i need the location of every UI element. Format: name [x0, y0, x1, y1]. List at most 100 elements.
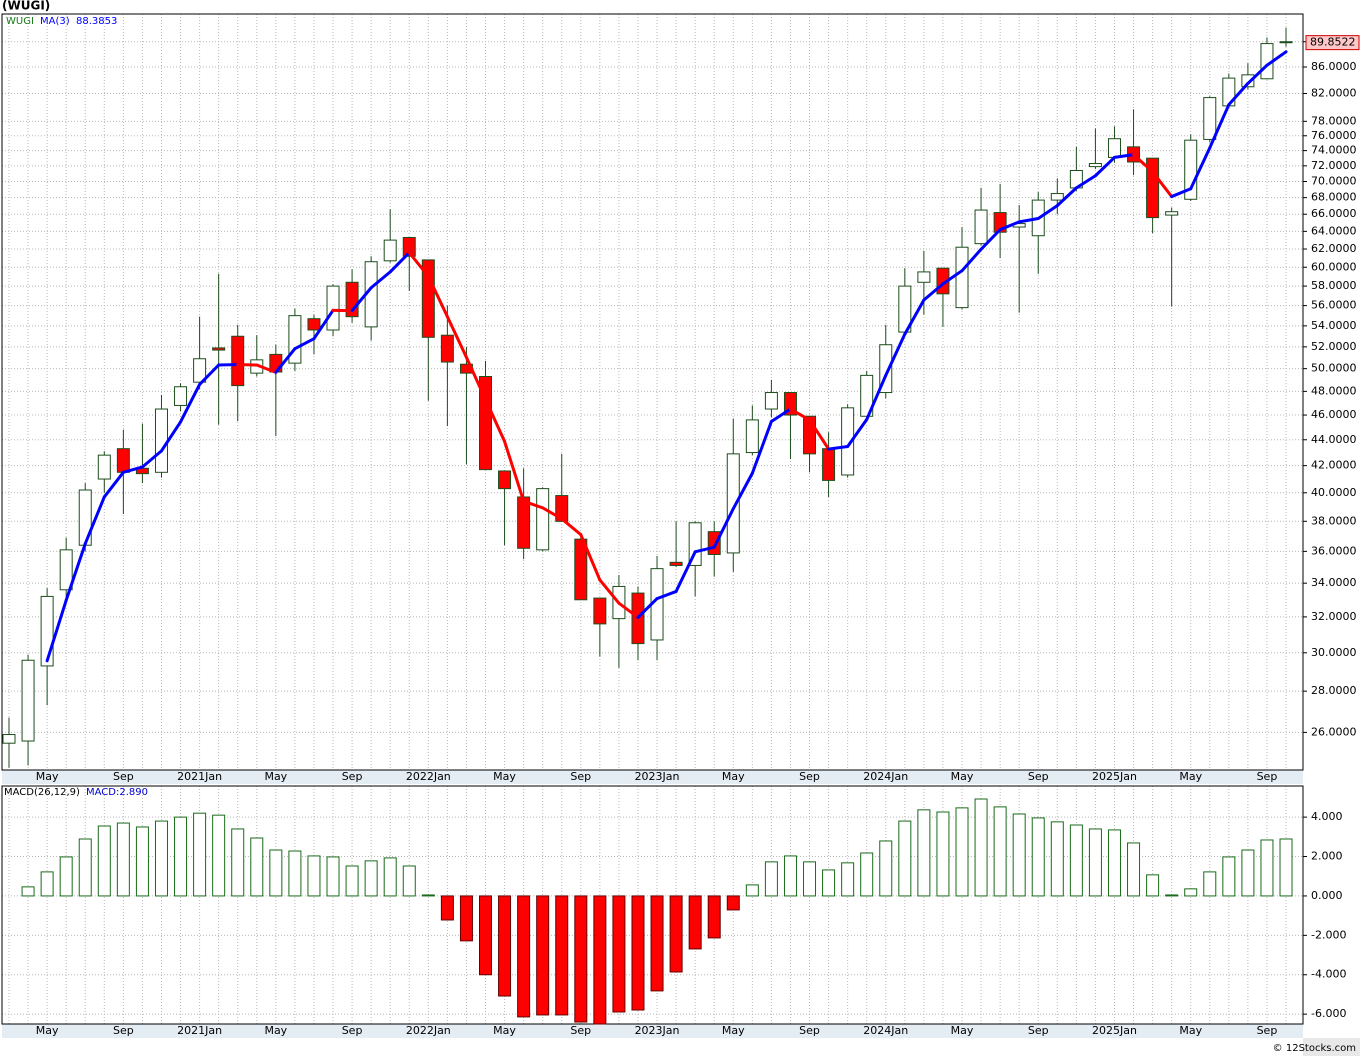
ma-segment: [1227, 81, 1250, 107]
y-tick-label: 78.0000: [1311, 114, 1357, 127]
x-tick-label: 2025Jan: [1092, 1024, 1137, 1037]
y-tick-label: 66.0000: [1311, 207, 1357, 220]
ma-segment: [102, 470, 125, 499]
x-tick-label: Sep: [799, 1024, 820, 1037]
macd-bar: [78, 838, 92, 897]
macd-bar: [1088, 828, 1102, 897]
macd-bar: [1146, 874, 1160, 897]
macd-bar: [250, 837, 264, 897]
candle-body: [402, 236, 416, 257]
y-tick-label: 38.0000: [1311, 514, 1357, 527]
macd-bar: [936, 811, 950, 897]
macd-bar: [97, 825, 111, 897]
macd-bar: [707, 895, 721, 939]
plot-frame: [1, 13, 1304, 771]
macd-title: MACD(26,12,9): [4, 787, 80, 798]
y-tick-label: 34.0000: [1311, 576, 1357, 589]
candle-body: [1203, 97, 1217, 140]
candle-body: [593, 597, 607, 625]
macd-bar: [193, 812, 207, 897]
y-tick-label: 82.0000: [1311, 87, 1357, 100]
y-tick-label: 64.0000: [1311, 224, 1357, 237]
y-tick-label: 68.0000: [1311, 191, 1357, 204]
ma-segment: [617, 601, 640, 619]
legend-ma-name: MA(3): [40, 16, 70, 27]
candle-body: [116, 448, 130, 473]
y-tick-label: 46.0000: [1311, 408, 1357, 421]
y-tick-label: 2.000: [1311, 850, 1343, 863]
candle-body: [669, 561, 683, 566]
plot-frame: [1, 785, 1304, 1025]
candle-body: [154, 408, 168, 473]
chart-title: (WUGI): [2, 0, 50, 13]
y-tick-label: 70.0000: [1311, 175, 1357, 188]
y-tick-label: -2.000: [1311, 928, 1346, 941]
macd-bar: [917, 809, 931, 897]
y-tick-label: 76.0000: [1311, 129, 1357, 142]
x-tick-label: May: [264, 1024, 287, 1037]
macd-bar: [421, 894, 435, 897]
ma-segment: [312, 308, 335, 341]
x-tick-label: May: [36, 770, 59, 783]
ma-segment: [369, 270, 392, 290]
ma-segment: [788, 407, 812, 422]
ma-segment: [636, 597, 659, 619]
x-axis-strip: [2, 770, 1303, 784]
ma-segment: [598, 578, 621, 605]
macd-bar: [879, 840, 893, 897]
x-tick-label: Sep: [113, 770, 134, 783]
ma-segment: [1112, 153, 1136, 159]
macd-bar: [783, 855, 797, 897]
candle-body: [326, 285, 340, 331]
macd-bar: [288, 850, 302, 897]
ma-segment: [655, 589, 678, 601]
ma-segment: [750, 419, 773, 475]
ma-segment: [274, 347, 297, 374]
ma-segment: [426, 274, 449, 319]
ma-segment: [1055, 186, 1078, 208]
y-tick-label: 60.0000: [1311, 260, 1357, 273]
ma-segment: [484, 398, 507, 443]
x-tick-label: May: [951, 770, 974, 783]
ma-segment: [388, 251, 411, 274]
macd-bar: [21, 886, 35, 897]
macd-bar: [669, 895, 683, 973]
y-tick-label: 28.0000: [1311, 684, 1357, 697]
macd-bar: [116, 822, 130, 897]
x-tick-label: 2021Jan: [177, 770, 222, 783]
ma-segment: [865, 373, 888, 422]
x-tick-label: Sep: [342, 770, 363, 783]
y-tick-label: 58.0000: [1311, 279, 1357, 292]
y-tick-label: -4.000: [1311, 968, 1346, 981]
macd-bar: [1184, 888, 1198, 897]
ma-segment: [579, 533, 602, 582]
macd-bar: [574, 895, 588, 1023]
x-tick-label: Sep: [1257, 1024, 1278, 1037]
legend-symbol: WUGI: [6, 16, 34, 27]
x-tick-label: 2022Jan: [406, 1024, 451, 1037]
macd-bar: [593, 895, 607, 1025]
y-tick-label: 48.0000: [1311, 384, 1357, 397]
ma-segment: [445, 315, 468, 359]
candle-body: [745, 419, 759, 454]
ma-segment: [827, 445, 850, 451]
x-tick-label: May: [493, 1024, 516, 1037]
macd-bar: [231, 828, 245, 897]
candle-body: [59, 549, 73, 591]
macd-bar: [1241, 849, 1255, 897]
ma-segment: [503, 439, 526, 503]
macd-bar: [555, 895, 569, 1016]
macd-bar: [745, 884, 759, 897]
ma-segment: [64, 542, 87, 602]
x-tick-label: May: [722, 1024, 745, 1037]
candle-body: [21, 659, 35, 742]
candle-body: [212, 347, 226, 351]
x-tick-label: May: [36, 1024, 59, 1037]
ma-segment: [693, 545, 716, 554]
ma-segment: [464, 355, 487, 402]
macd-bar: [764, 861, 778, 897]
y-tick-label: 50.0000: [1311, 362, 1357, 375]
macd-bar: [612, 895, 626, 1013]
ma-segment: [1132, 153, 1155, 174]
y-tick-label: 54.0000: [1311, 319, 1357, 332]
